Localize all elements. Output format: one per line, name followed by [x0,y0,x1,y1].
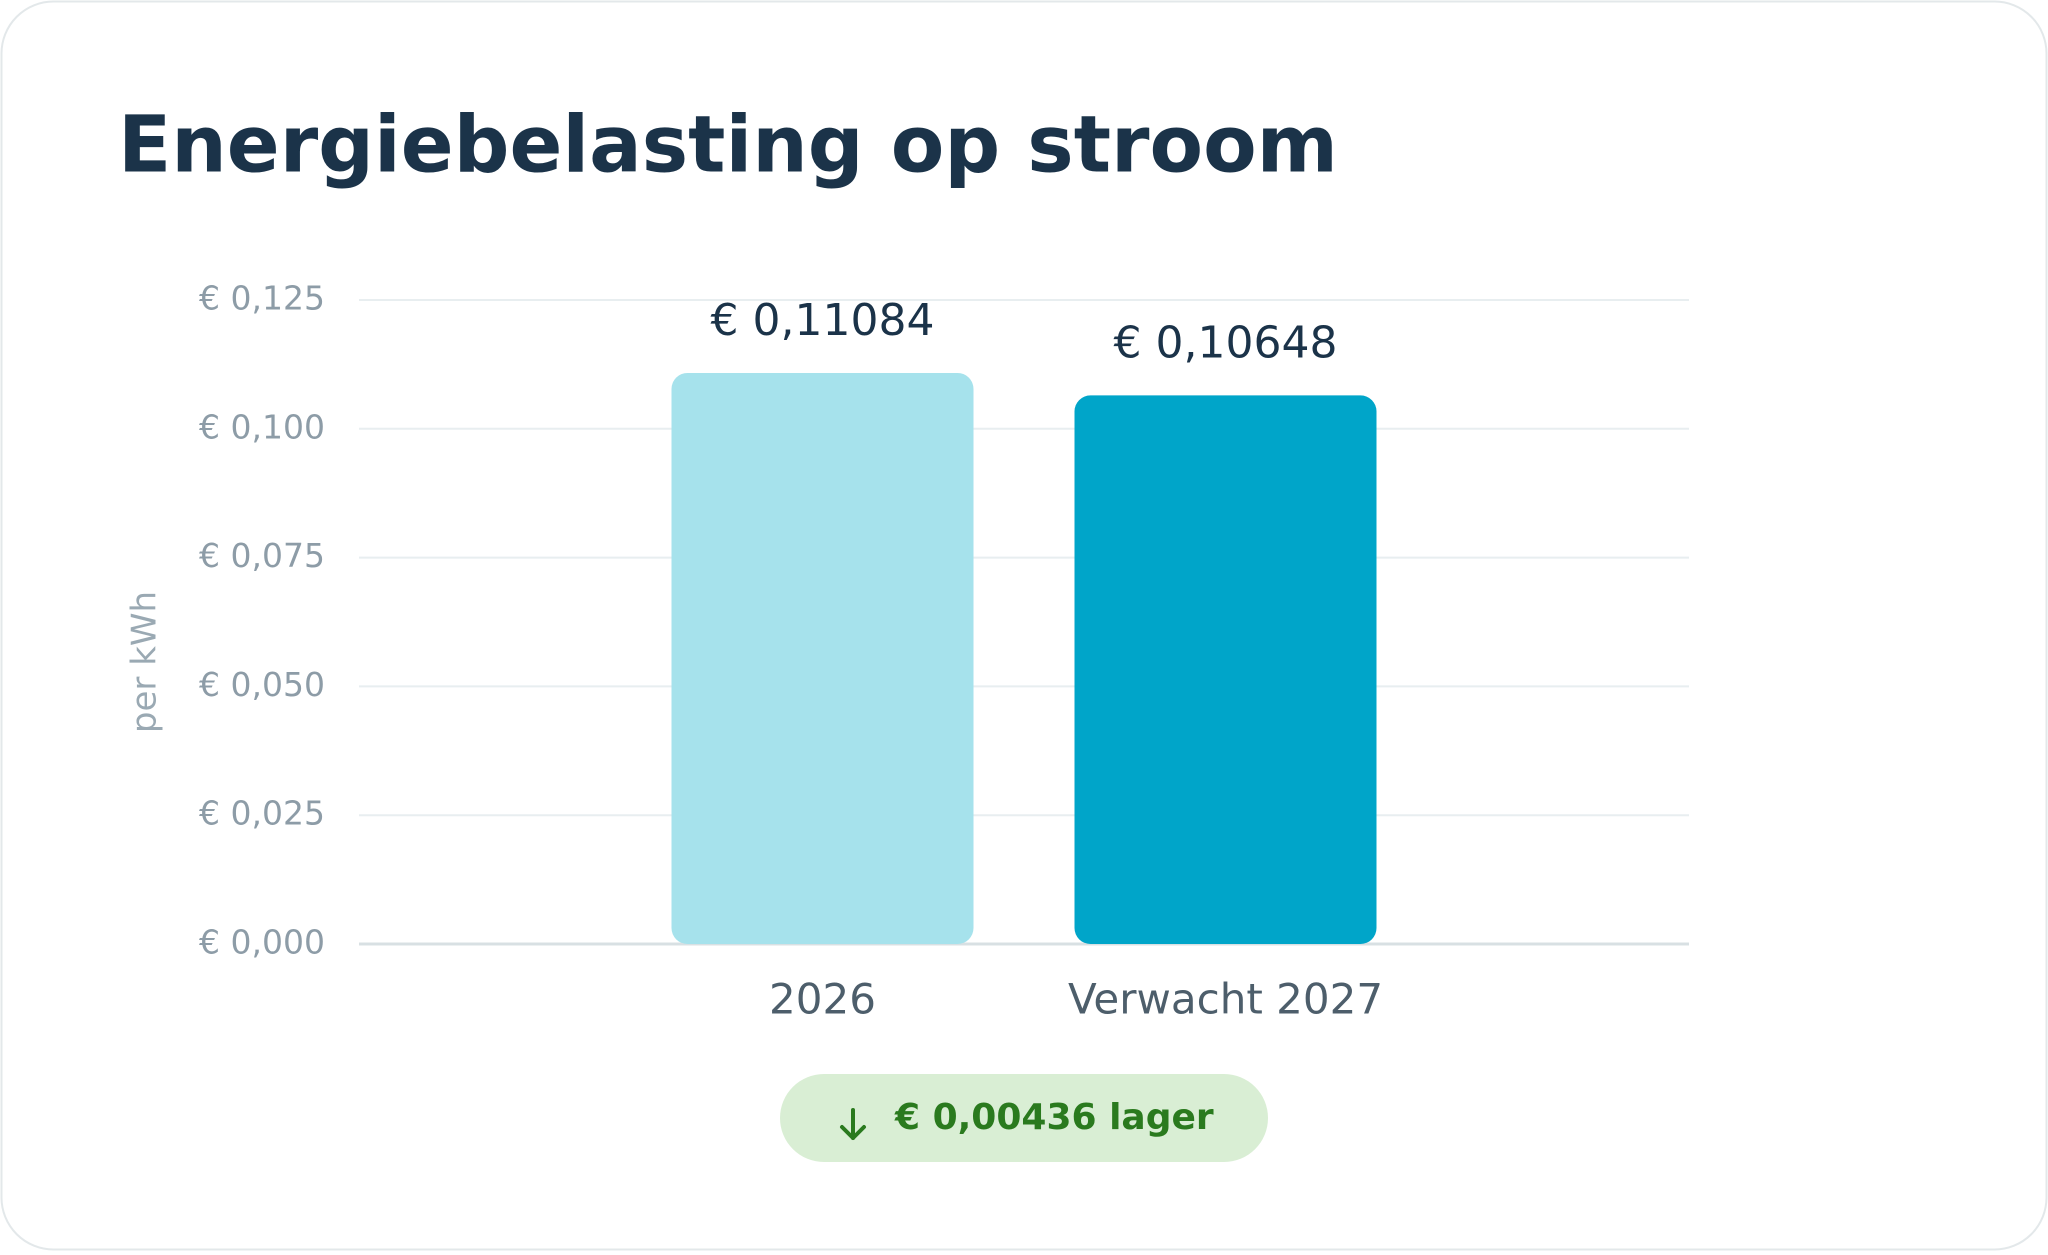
x-tick-label: 2026 [769,975,876,1024]
y-tick-label: € 0,050 [199,665,325,704]
y-tick-label: € 0,000 [199,923,325,962]
y-axis-label: per kWh [125,591,165,733]
bar [1074,395,1377,944]
y-tick-label: € 0,100 [199,407,325,446]
bar [671,372,974,944]
value-label: € 0,11084 [711,295,935,346]
y-tick-label: € 0,125 [199,279,325,318]
value-label: € 0,10648 [1114,317,1338,368]
annotation-pill [780,1074,1268,1162]
down-arrow-icon [840,1108,866,1140]
y-tick-label: € 0,025 [199,794,325,833]
chart-title: Energiebelasting op stroom [118,100,1338,190]
y-tick-label: € 0,075 [199,536,325,575]
annotation: € 0,00436 lager [894,1097,1214,1138]
x-tick-label: Verwacht 2027 [1068,975,1383,1024]
